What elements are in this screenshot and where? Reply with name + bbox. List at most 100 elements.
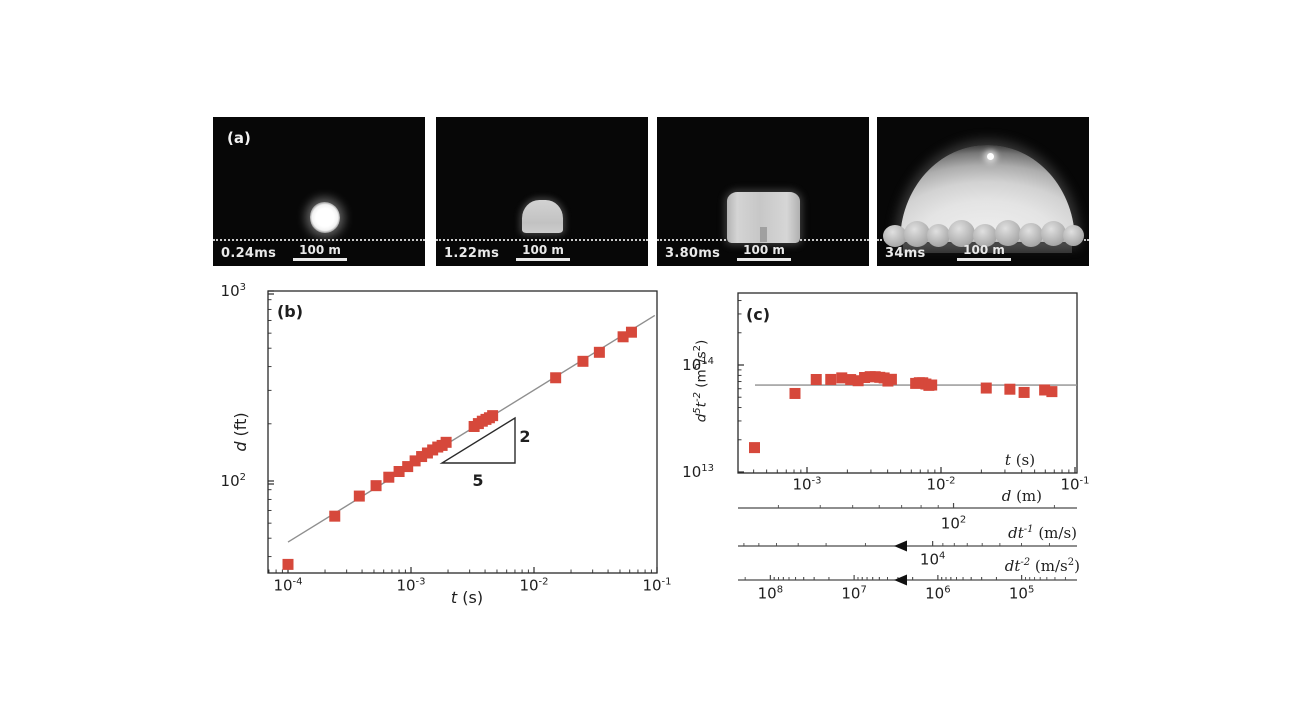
data-point-c [1004,383,1016,395]
data-point-b [483,412,495,424]
data-point-c [810,373,822,385]
data-point-b [440,436,452,448]
panel-a-label: (a) [227,129,251,147]
data-point-b [617,331,629,343]
rubble-bump [927,224,950,247]
data-point-b [416,451,428,463]
data-point-b [436,439,448,451]
tick-label-x-c: 10-3 [792,475,822,494]
data-point-c [913,377,925,389]
data-point-c [789,387,801,399]
data-point-c [845,374,857,386]
data-point-c [910,377,922,389]
scale-bar: 100 m [516,243,570,261]
scale-bar: 100 m [957,243,1011,261]
data-point-b [487,410,499,422]
photo-frame-4: 34ms 100 m [877,117,1089,266]
extra-axis-tick-label: 102 [940,514,967,533]
data-point-b [432,441,444,453]
time-label: 0.24ms [221,246,277,261]
tick-label-x-b: 10-1 [642,576,672,595]
slope-rise-label: 2 [519,427,531,447]
tick-label-y-b: 103 [220,282,246,300]
data-point-b [593,346,605,358]
data-point-c [852,375,864,387]
rubble-bump [1019,223,1043,247]
plot-box [267,290,658,574]
data-point-c [869,371,881,383]
extra-axis-tick-label: 105 [1008,584,1035,603]
data-point-b [468,420,480,432]
tick-label-y-c: 1013 [682,463,714,481]
data-point-c [1046,386,1058,398]
data-point-b [421,447,433,459]
data-point-c [885,373,897,385]
ground-line [213,239,425,241]
data-point-c [1018,386,1030,398]
data-point-b [480,413,492,425]
scale-bar-label: 100 m [522,243,564,257]
panel-b-label: (b) [276,302,304,322]
data-point-b [550,372,562,384]
fireball-notch [760,227,767,242]
data-point-c [920,378,932,390]
direction-arrow [894,574,907,586]
rubble-bump [883,225,907,247]
data-point-b [409,455,421,467]
scale-bar-line [516,258,570,261]
tick-label-x-c: 10-2 [926,475,956,494]
photo-frame-1: (a) 0.24ms 100 m [213,117,425,266]
plot-b-ylabel: d (ft) [231,412,251,452]
data-point-b [427,444,439,456]
tick-label-x-b: 10-3 [396,576,426,595]
ground-line [436,239,648,241]
data-point-b [282,558,294,570]
extra-axis-tick-label: 106 [925,584,951,603]
data-point-c [1039,384,1051,396]
rubble-bump [948,220,975,247]
fireball-0_24ms [310,202,340,233]
data-point-b [402,461,414,473]
rubble-bump [1041,221,1066,246]
direction-arrow [894,540,907,552]
axis-dt1-label: dt-1 (m/s) [1008,524,1077,542]
scale-bar-line [957,258,1011,261]
scale-bar-line [293,258,347,261]
photo-frame-3: 3.80ms 100 m [657,117,869,266]
data-point-c [926,379,938,391]
data-point-c [874,371,886,383]
data-point-b [383,471,395,483]
fit-line-b [287,314,656,543]
tick-label-y-b: 102 [220,472,246,490]
rubble-bump [973,224,997,247]
photo-frame-2: 1.22ms 100 m [436,117,648,266]
extra-axis-tick-label: 107 [841,584,867,603]
data-point-b [472,418,484,430]
slope-run-label: 5 [472,471,484,491]
fireball-1_22ms [522,200,563,233]
data-point-c [923,379,935,391]
data-point-c [878,372,890,384]
scale-bar: 100 m [293,243,347,261]
data-point-c [825,373,837,385]
scale-bar-line [737,258,791,261]
plot-c-inner-xlabel: t (s) [1004,450,1036,469]
tick-label-x-b: 10-4 [273,576,303,595]
axis-d-label: d (m) [1001,487,1042,505]
data-point-b [329,510,341,522]
extra-axis-tick-label: 108 [757,584,784,603]
time-label: 1.22ms [444,246,500,261]
scale-bar-label: 100 m [963,243,1005,257]
plot-c-ylabel: d5t-2 (m5/s2) [691,339,709,423]
rubble-bump [904,221,930,247]
data-point-c [864,371,876,383]
data-point-c [917,377,929,389]
fireball-bright-spot [987,153,994,160]
extra-axis-tick-label: 104 [919,550,946,569]
data-point-c [749,442,760,454]
time-label: 3.80ms [665,246,721,261]
axis-dt2-label: dt-2 (m/s2) [1004,557,1080,575]
data-point-c [859,372,871,384]
scale-bar-label: 100 m [299,243,341,257]
tick-label-y-c: 1014 [682,356,714,374]
